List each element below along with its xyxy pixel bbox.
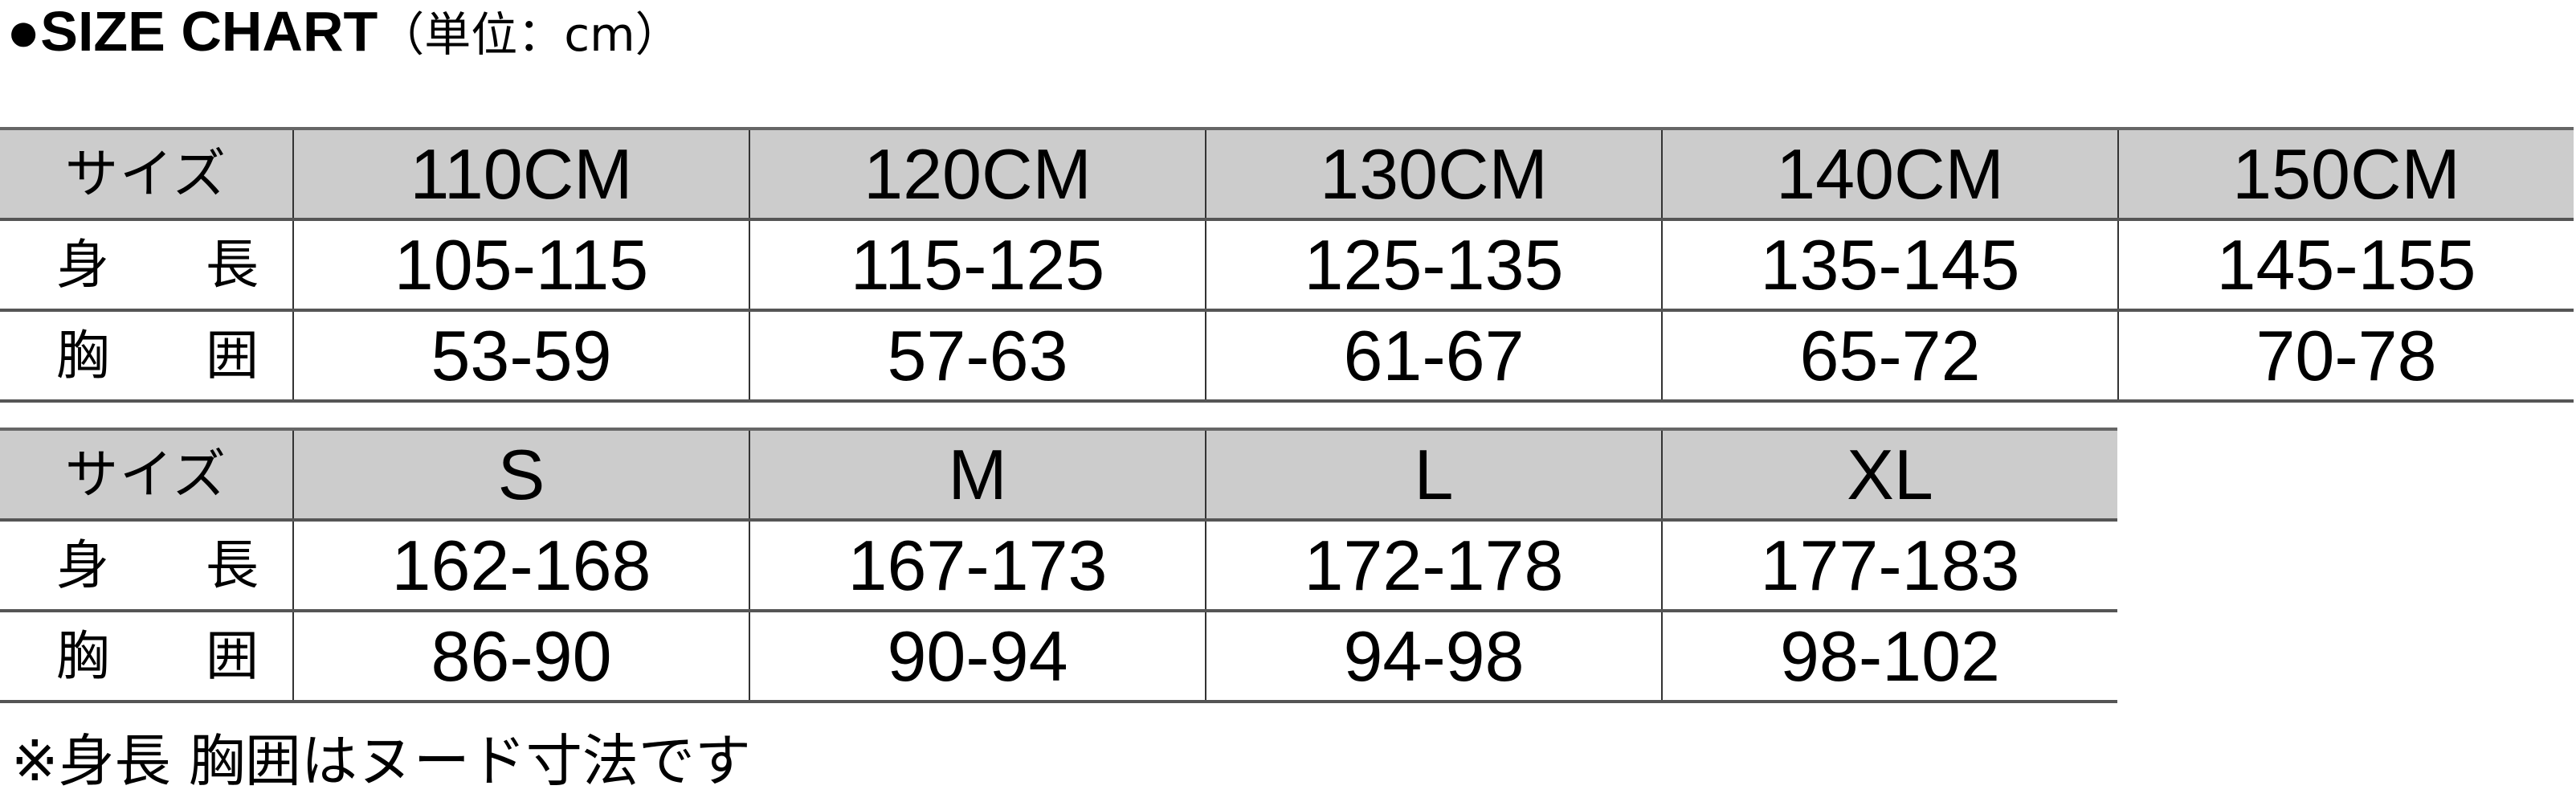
measurement-cell: 65-72: [1661, 310, 2118, 403]
row-label-char: 長: [206, 534, 260, 596]
row-label-text: 胸囲: [0, 329, 292, 383]
size-header-cell: S: [292, 428, 749, 522]
size-header-cell: 120CM: [749, 127, 1206, 221]
size-header-cell: 110CM: [292, 127, 749, 221]
size-header-label: サイズ: [0, 428, 293, 522]
size-table-adult: サイズ S M L XL 身長 162-168 167-173 172-178 177-183 胸囲…: [0, 428, 2117, 703]
measurement-cell: 115-125: [749, 219, 1206, 312]
row-label: 身長: [0, 219, 293, 312]
table-row: 胸囲 53-59 57-63 61-67 65-72 70-78: [0, 310, 2574, 403]
measurement-cell: 162-168: [292, 520, 749, 612]
size-chart-title: ●SIZE CHART（単位：cm）: [6, 0, 682, 71]
measurement-cell: 70-78: [2117, 310, 2574, 403]
measurement-cell: 105-115: [292, 219, 749, 312]
table-row: 身長 105-115 115-125 125-135 135-145 145-155: [0, 219, 2574, 312]
footnote: ※身長 胸囲はヌード寸法です: [11, 728, 751, 794]
measurement-cell: 135-145: [1661, 219, 2118, 312]
row-label-char: 胸: [56, 324, 111, 387]
size-header-cell: 140CM: [1661, 127, 2118, 221]
header-row: サイズ S M L XL: [0, 428, 2117, 522]
table-row: 胸囲 86-90 90-94 94-98 98-102: [0, 611, 2117, 703]
size-header-label: サイズ: [0, 127, 293, 221]
measurement-cell: 98-102: [1661, 611, 2117, 703]
row-label-char: 囲: [206, 324, 260, 387]
measurement-cell: 177-183: [1661, 520, 2117, 612]
title-main: SIZE CHART: [40, 0, 378, 63]
row-label-text: 身長: [0, 233, 292, 296]
size-header-cell: 130CM: [1205, 127, 1662, 221]
measurement-cell: 125-135: [1205, 219, 1662, 312]
header-row: サイズ 110CM 120CM 130CM 140CM 150CM: [0, 127, 2574, 221]
size-header-cell: L: [1205, 428, 1662, 522]
measurement-cell: 145-155: [2117, 219, 2574, 312]
title-unit: （単位：cm）: [378, 7, 682, 62]
row-label-text: 胸囲: [0, 624, 292, 687]
measurement-cell: 61-67: [1205, 310, 1662, 403]
row-label: 胸囲: [0, 611, 293, 703]
size-table-kids: サイズ 110CM 120CM 130CM 140CM 150CM 身長 105-115 115…: [0, 127, 2574, 403]
size-header-cell: M: [749, 428, 1206, 522]
row-label-char: 囲: [206, 624, 260, 687]
row-label-char: 身: [56, 233, 111, 296]
measurement-cell: 57-63: [749, 310, 1206, 403]
table-row: 身長 162-168 167-173 172-178 177-183: [0, 520, 2117, 612]
measurement-cell: 53-59: [292, 310, 749, 403]
measurement-cell: 172-178: [1205, 520, 1662, 612]
row-label-char: 胸: [56, 624, 111, 687]
row-label-char: 身: [56, 534, 111, 596]
row-label: 身長: [0, 520, 293, 612]
measurement-cell: 86-90: [292, 611, 749, 703]
measurement-cell: 90-94: [749, 611, 1206, 703]
row-label-text: 身長: [0, 534, 292, 596]
size-header-cell: XL: [1661, 428, 2117, 522]
row-label-char: 長: [206, 233, 260, 296]
row-label: 胸囲: [0, 310, 293, 403]
measurement-cell: 167-173: [749, 520, 1206, 612]
size-header-cell: 150CM: [2117, 127, 2574, 221]
title-bullet: ●: [6, 0, 41, 63]
measurement-cell: 94-98: [1205, 611, 1662, 703]
